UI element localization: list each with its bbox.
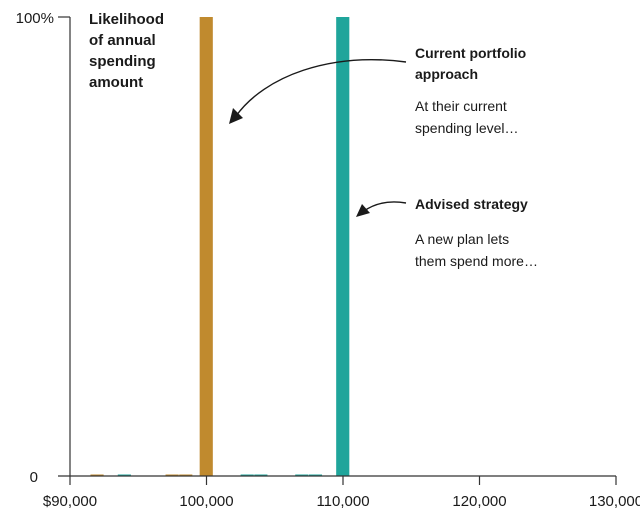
arrowhead-icon <box>229 108 243 124</box>
annotation-advised-strategy: Advised strategy A new plan lets them sp… <box>356 196 538 269</box>
annotation-arrow-icon <box>363 201 407 212</box>
y-tick-label-zero: 0 <box>30 469 38 486</box>
annotation-arrow-icon <box>235 59 407 117</box>
arrowhead-icon <box>356 204 370 217</box>
x-tick-label: 130,000 <box>589 493 640 510</box>
annotation-text: spending level… <box>415 120 519 136</box>
title-line: Likelihood <box>89 11 164 28</box>
x-tick-label: 120,000 <box>452 493 506 510</box>
bar-series-1-94000 <box>117 474 131 476</box>
bar-series-0-97500 <box>165 474 179 476</box>
annotation-title: Advised strategy <box>415 196 528 212</box>
x-tick-label: $90,000 <box>43 493 97 510</box>
annotation-current-portfolio: Current portfolio approach At their curr… <box>229 45 526 136</box>
x-tick-label: 100,000 <box>179 493 233 510</box>
bar-series-0-98500 <box>179 474 193 476</box>
bar-series-1-108000 <box>308 474 323 476</box>
annotation-title: approach <box>415 66 478 82</box>
annotation-title: Current portfolio <box>415 45 526 61</box>
bar-series-0-100000 <box>199 17 213 476</box>
bar-series-1-103000 <box>240 474 254 476</box>
title-line: of annual <box>89 32 156 49</box>
y-tick-label-max: 100% <box>16 10 54 27</box>
x-ticks-layer: $90,000 100,000 110,000 120,000 130,000 <box>43 476 640 510</box>
title-line: amount <box>89 74 143 91</box>
bar-series-1-107000 <box>295 474 309 476</box>
x-tick-label: 110,000 <box>316 493 369 510</box>
bar-series-0-92000 <box>90 474 104 476</box>
annotation-text: A new plan lets <box>415 231 509 247</box>
annotation-text: At their current <box>415 98 507 114</box>
bar-series-1-104000 <box>254 474 268 476</box>
bar-series-1-110000 <box>336 17 350 476</box>
chart-title: Likelihood of annual spending amount <box>89 11 164 91</box>
title-line: spending <box>89 53 156 70</box>
annotation-text: them spend more… <box>415 253 538 269</box>
bars-layer <box>90 17 350 476</box>
